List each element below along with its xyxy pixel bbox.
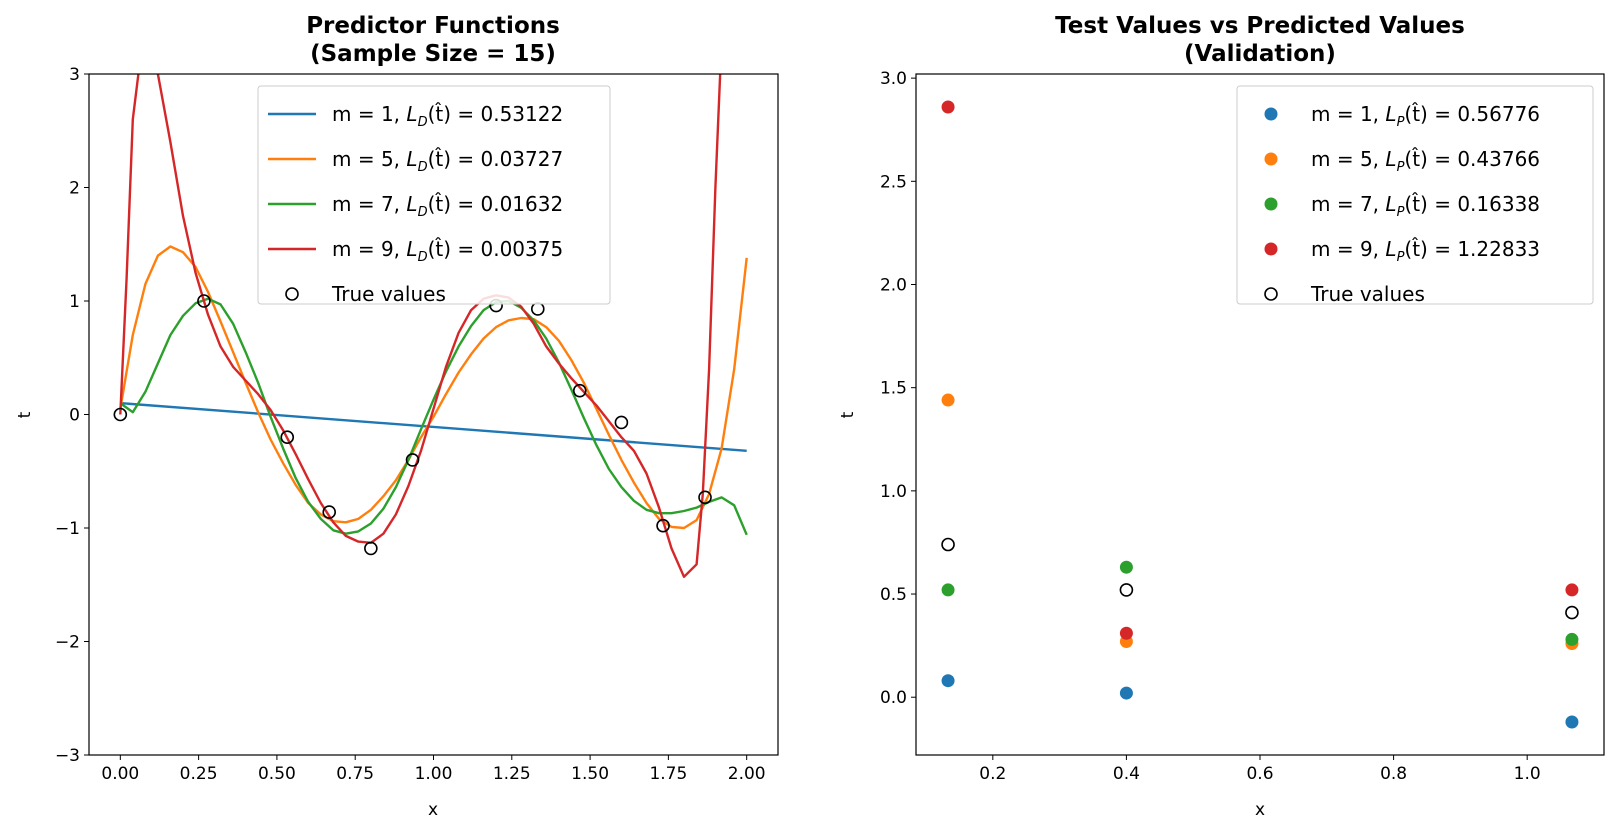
y-tick-label: 2.0 bbox=[880, 275, 907, 295]
scatter-point-m7 bbox=[1565, 632, 1579, 646]
legend-marker bbox=[1264, 287, 1278, 301]
x-tick-label: 1.25 bbox=[493, 764, 531, 784]
y-tick-label: 3 bbox=[69, 65, 80, 85]
y-tick-label: 1.5 bbox=[880, 379, 907, 399]
series-line-m5 bbox=[119, 245, 748, 530]
true-value-point bbox=[614, 415, 629, 430]
x-tick-label: 1.0 bbox=[1514, 764, 1541, 784]
legend-entry-m7: m = 7, LP(t̂) = 0.16338 bbox=[1311, 192, 1540, 220]
true-value-point bbox=[656, 518, 670, 533]
legend-entry-m1: m = 1, LP(t̂) = 0.56776 bbox=[1311, 102, 1540, 130]
legend-entry-m9: m = 9, LD(t̂) = 0.00375 bbox=[332, 237, 563, 265]
right-plot-area bbox=[941, 100, 1579, 729]
legend-marker bbox=[1264, 107, 1278, 121]
series-line-m7 bbox=[119, 297, 748, 536]
right-x-axis-label: x bbox=[1255, 800, 1265, 820]
right-x-ticks: 0.2 0.4 0.6 0.8 1.0 bbox=[979, 755, 1541, 784]
legend-marker bbox=[285, 287, 299, 301]
true-value-point bbox=[1119, 583, 1134, 597]
left-x-axis-label: x bbox=[428, 800, 438, 820]
true-value-point bbox=[1565, 605, 1579, 620]
x-tick-label: 1.50 bbox=[571, 764, 609, 784]
true-value-point bbox=[405, 453, 420, 467]
x-tick-label: 1.00 bbox=[415, 764, 453, 784]
true-value-point bbox=[572, 383, 587, 398]
y-tick-label: −3 bbox=[55, 746, 80, 766]
x-tick-label: 0.50 bbox=[258, 764, 296, 784]
legend-entry-m5: m = 5, LD(t̂) = 0.03727 bbox=[332, 147, 563, 175]
y-tick-label: 1.0 bbox=[880, 482, 907, 502]
left-legend: m = 1, LD(t̂) = 0.53122 m = 5, LD(t̂) = 0… bbox=[257, 85, 611, 306]
true-value-point bbox=[364, 541, 378, 556]
true-value-point bbox=[698, 490, 712, 505]
true-value-point bbox=[113, 407, 128, 422]
y-tick-label: −1 bbox=[55, 519, 80, 539]
legend-box bbox=[257, 85, 611, 305]
legend-marker bbox=[1264, 242, 1278, 256]
legend-entry-m9: m = 9, LP(t̂) = 1.22833 bbox=[1311, 237, 1540, 265]
scatter-point-m9 bbox=[1119, 626, 1133, 640]
true-value-point bbox=[280, 430, 295, 445]
right-legend: m = 1, LP(t̂) = 0.56776 m = 5, LP(t̂) = 0… bbox=[1236, 85, 1594, 306]
x-tick-label: 0.75 bbox=[336, 764, 374, 784]
left-chart-title-line1: Predictor Functions bbox=[306, 13, 560, 39]
scatter-point-m5 bbox=[941, 393, 955, 407]
legend-marker bbox=[1264, 197, 1278, 211]
legend-entry-m5: m = 5, LP(t̂) = 0.43766 bbox=[1311, 147, 1540, 175]
right-chart-title-line1: Test Values vs Predicted Values bbox=[1055, 13, 1465, 39]
legend-entry-true_values: True values bbox=[1310, 282, 1425, 306]
y-tick-label: 3.0 bbox=[880, 69, 907, 89]
right-y-axis-label: t bbox=[838, 411, 858, 418]
legend-marker bbox=[1264, 152, 1278, 166]
legend-box bbox=[1236, 85, 1594, 305]
right-y-ticks: 0.0 0.5 1.0 1.5 2.0 2.5 3.0 bbox=[880, 69, 916, 708]
predictor-functions-panel: Predictor Functions (Sample Size = 15) 0… bbox=[15, 13, 779, 820]
right-chart-title-line2: (Validation) bbox=[1184, 41, 1336, 67]
true-value-point bbox=[530, 302, 545, 316]
y-tick-label: −2 bbox=[55, 633, 80, 653]
y-tick-label: 2.5 bbox=[880, 172, 907, 192]
validation-panel: Test Values vs Predicted Values (Validat… bbox=[838, 13, 1605, 820]
scatter-point-m1 bbox=[1119, 686, 1133, 700]
x-tick-label: 2.00 bbox=[728, 764, 766, 784]
x-tick-label: 0.8 bbox=[1380, 764, 1407, 784]
legend-entry-true_values: True values bbox=[331, 282, 446, 306]
scatter-point-m7 bbox=[941, 583, 955, 597]
left-y-axis-label: t bbox=[15, 411, 35, 418]
left-y-ticks: −3 −2 −1 0 1 2 3 bbox=[55, 65, 89, 766]
left-plot-area bbox=[113, 74, 748, 578]
scatter-point-m9 bbox=[941, 100, 955, 114]
x-tick-label: 0.2 bbox=[979, 764, 1006, 784]
scatter-point-m1 bbox=[1565, 715, 1579, 729]
left-chart-title-line2: (Sample Size = 15) bbox=[310, 41, 556, 67]
left-x-ticks: 0.00 0.25 0.50 0.75 1.00 1.25 1.50 1.75 2.00 bbox=[101, 755, 766, 784]
y-tick-label: 0.5 bbox=[880, 585, 907, 605]
scatter-point-m7 bbox=[1119, 560, 1133, 574]
x-tick-label: 0.6 bbox=[1246, 764, 1273, 784]
y-tick-label: 2 bbox=[69, 179, 80, 199]
y-tick-label: 0.0 bbox=[880, 688, 907, 708]
legend-entry-m1: m = 1, LD(t̂) = 0.53122 bbox=[332, 102, 563, 130]
x-tick-label: 0.25 bbox=[180, 764, 218, 784]
series-line-m1 bbox=[120, 401, 747, 452]
y-tick-label: 1 bbox=[69, 292, 80, 312]
true-value-point bbox=[322, 505, 337, 519]
scatter-point-m1 bbox=[941, 674, 955, 688]
x-tick-label: 0.00 bbox=[101, 764, 139, 784]
series-line-m9 bbox=[119, 74, 722, 578]
legend-entry-m7: m = 7, LD(t̂) = 0.01632 bbox=[332, 192, 563, 220]
true-value-point bbox=[941, 537, 955, 552]
x-tick-label: 0.4 bbox=[1113, 764, 1140, 784]
y-tick-label: 0 bbox=[69, 406, 80, 426]
x-tick-label: 1.75 bbox=[649, 764, 687, 784]
scatter-point-m9 bbox=[1565, 583, 1579, 597]
true-value-point bbox=[197, 294, 211, 308]
